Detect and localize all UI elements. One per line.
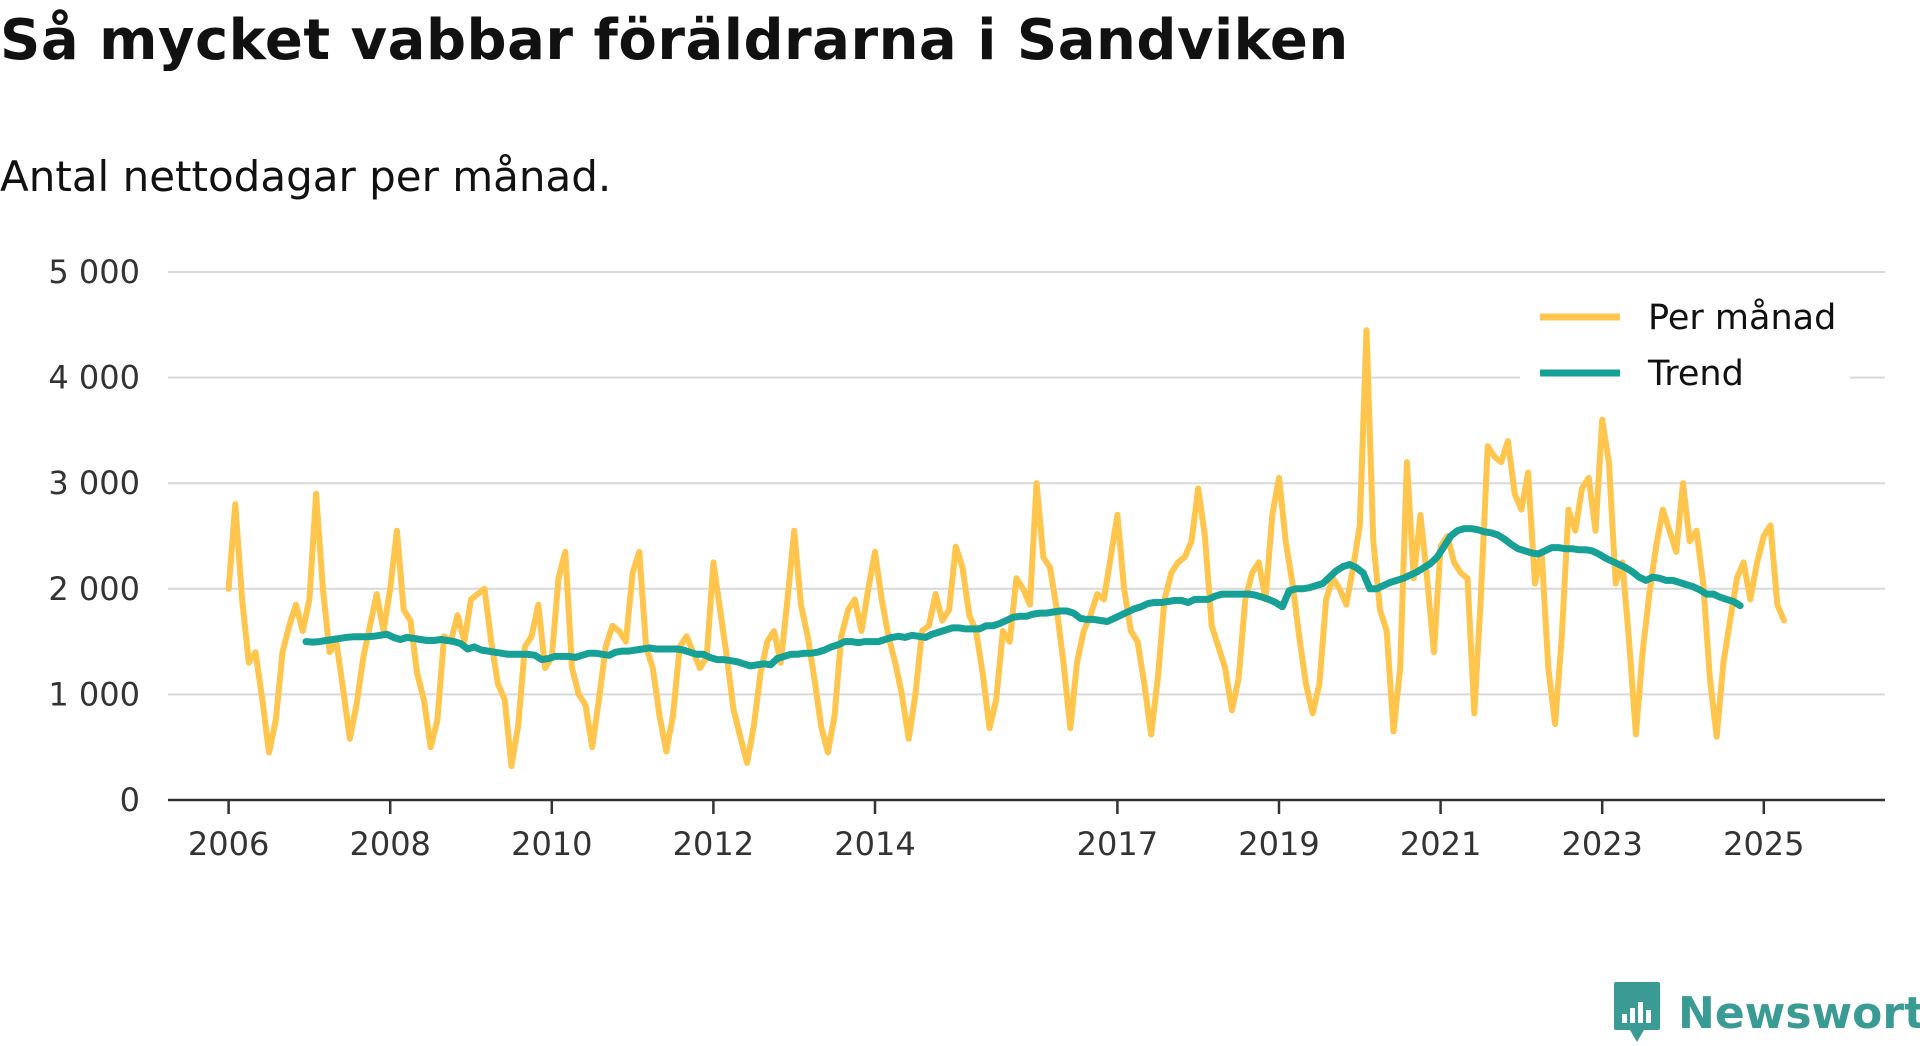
series-line-per-month xyxy=(225,327,1787,770)
x-tick-label: 2008 xyxy=(349,825,430,863)
x-tick-label: 2010 xyxy=(511,825,592,863)
legend-label-per-month: Per månad xyxy=(1648,297,1836,338)
y-tick-label: 5 000 xyxy=(48,253,140,291)
y-tick-label: 1 000 xyxy=(48,675,140,713)
x-tick-label: 2012 xyxy=(673,825,754,863)
y-tick-label: 3 000 xyxy=(48,464,140,502)
legend-label-trend: Trend xyxy=(1647,354,1744,394)
newsworthy-logo-icon xyxy=(1614,982,1660,1042)
chart-title: Så mycket vabbar föräldrarna i Sandviken xyxy=(0,8,1349,73)
series-line-trend xyxy=(302,525,1744,670)
y-tick-label: 0 xyxy=(120,781,140,819)
brand-logo: Newsworthy xyxy=(1612,980,1920,1046)
x-tick-label: 2019 xyxy=(1238,825,1319,863)
x-axis: 2006 2008 2010 2012 2014 2017 2019 2021 2023 2025 xyxy=(168,798,1885,863)
y-tick-label: 2 000 xyxy=(48,570,140,608)
x-tick-label: 2021 xyxy=(1400,825,1481,863)
x-tick-label: 2017 xyxy=(1077,825,1158,863)
x-tick-label: 2014 xyxy=(834,825,915,863)
y-axis-tick-labels: 0 1 000 2 000 3 000 4 000 5 000 xyxy=(48,253,140,819)
x-tick-label: 2025 xyxy=(1723,825,1804,863)
y-tick-label: 4 000 xyxy=(48,359,140,397)
x-tick-label: 2006 xyxy=(188,825,269,863)
x-tick-label: 2023 xyxy=(1561,825,1642,863)
brand-name: Newsworthy xyxy=(1678,987,1920,1039)
legend: Per månad Trend xyxy=(1520,297,1850,394)
series-lines xyxy=(225,327,1787,770)
chart-subtitle: Antal nettodagar per månad. xyxy=(0,152,612,201)
